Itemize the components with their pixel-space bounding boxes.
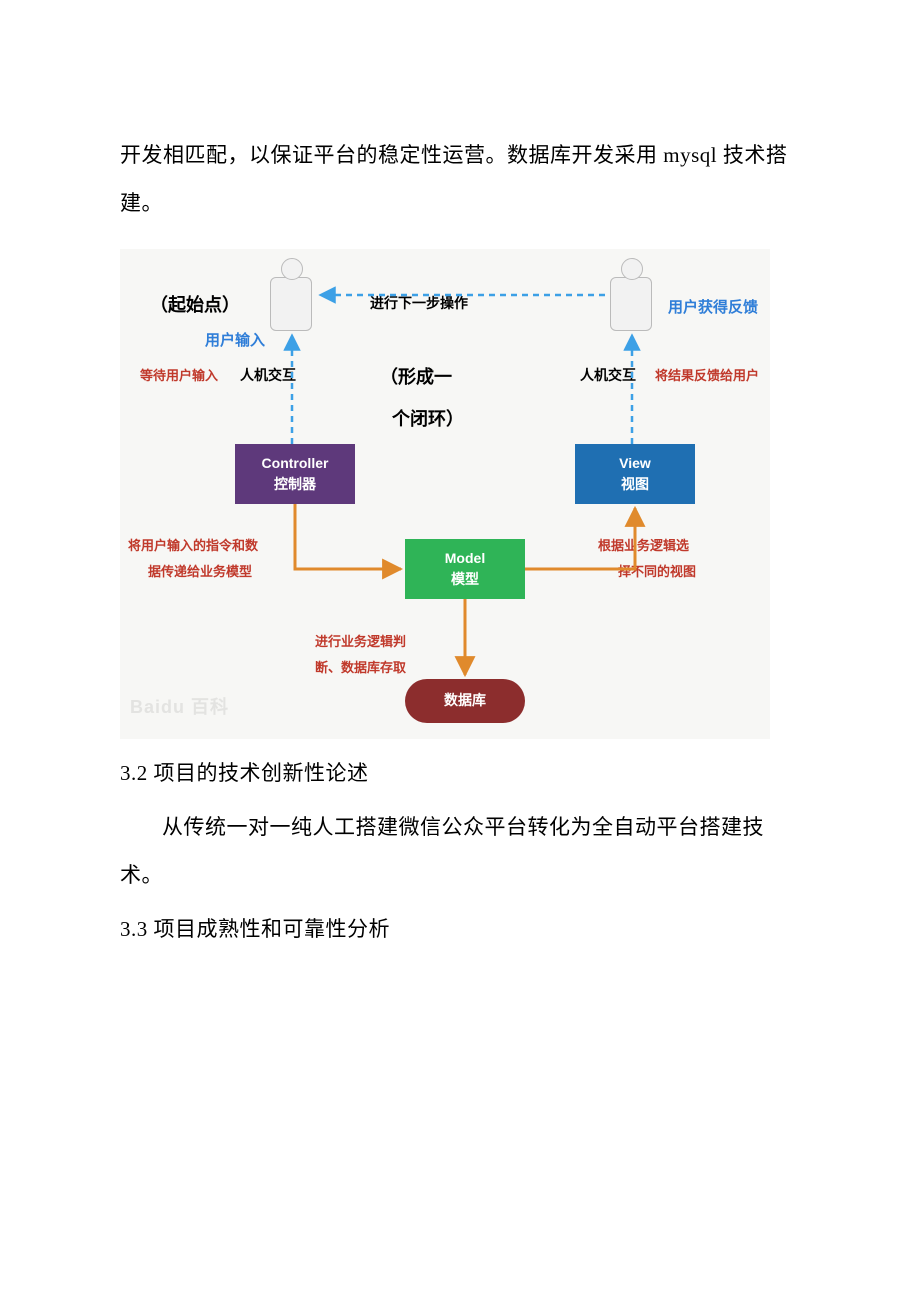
heading-3-2: 3.2 项目的技术创新性论述	[120, 749, 800, 797]
user-icon-right	[610, 277, 652, 331]
node-view-cn: 视图	[621, 474, 649, 495]
node-view-en: View	[619, 453, 651, 474]
mvc-diagram: （起始点） 用户输入 等待用户输入 人机交互 进行下一步操作 （形成一 个闭环）…	[120, 249, 770, 739]
label-closed-loop-1: （形成一	[380, 357, 452, 398]
label-feedback-result: 将结果反馈给用户	[655, 361, 759, 391]
node-database: 数据库	[405, 679, 525, 723]
heading-3-3: 3.3 项目成熟性和可靠性分析	[120, 905, 800, 953]
label-user-feedback: 用户获得反馈	[668, 291, 758, 326]
label-user-input: 用户输入	[205, 324, 265, 359]
label-start-point: （起始点）	[150, 285, 240, 326]
node-controller-en: Controller	[262, 453, 329, 474]
node-database-cn: 数据库	[444, 690, 486, 711]
user-icon-left	[270, 277, 312, 331]
label-hci-left: 人机交互	[240, 359, 296, 391]
label-hci-right: 人机交互	[580, 359, 636, 391]
paragraph-intro: 开发相匹配，以保证平台的稳定性运营。数据库开发采用 mysql 技术搭建。	[120, 131, 800, 228]
label-pass-cmd-2: 据传递给业务模型	[148, 557, 252, 587]
node-model-cn: 模型	[451, 569, 479, 590]
label-biz-logic-2: 断、数据库存取	[315, 653, 406, 683]
node-view: View 视图	[575, 444, 695, 504]
node-controller: Controller 控制器	[235, 444, 355, 504]
node-controller-cn: 控制器	[274, 474, 316, 495]
node-model: Model 模型	[405, 539, 525, 599]
node-model-en: Model	[445, 548, 485, 569]
paragraph-3-2: 从传统一对一纯人工搭建微信公众平台转化为全自动平台搭建技术。	[120, 803, 800, 900]
label-wait-input: 等待用户输入	[140, 361, 218, 391]
label-closed-loop-2: 个闭环）	[392, 399, 464, 440]
document-page: 开发相匹配，以保证平台的稳定性运营。数据库开发采用 mysql 技术搭建。 （起…	[0, 0, 920, 1302]
label-next-step: 进行下一步操作	[370, 287, 468, 319]
watermark: Baidu 百科	[130, 687, 229, 728]
label-select-view-2: 择不同的视图	[618, 557, 696, 587]
